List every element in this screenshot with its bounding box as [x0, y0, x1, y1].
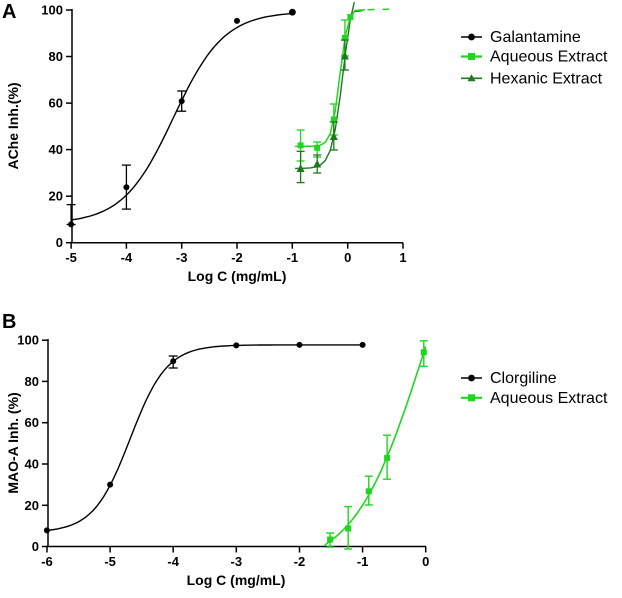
svg-text:60: 60 [49, 96, 63, 111]
svg-text:-6: -6 [41, 554, 53, 569]
svg-text:Aqueous Extract: Aqueous Extract [490, 390, 608, 407]
svg-text:A: A [2, 1, 16, 23]
svg-text:100: 100 [41, 3, 63, 18]
svg-text:1: 1 [399, 250, 406, 265]
svg-text:20: 20 [49, 189, 63, 204]
svg-text:0: 0 [32, 539, 39, 554]
svg-text:-3: -3 [176, 250, 188, 265]
svg-text:B: B [2, 311, 16, 333]
svg-text:-3: -3 [231, 554, 243, 569]
svg-text:-2: -2 [294, 554, 306, 569]
svg-text:0: 0 [56, 235, 63, 250]
svg-text:Clorgiline: Clorgiline [490, 370, 557, 387]
svg-text:Aqueous Extract: Aqueous Extract [490, 49, 608, 66]
svg-text:AChe Inh.(%): AChe Inh.(%) [5, 82, 21, 169]
svg-text:-2: -2 [231, 250, 243, 265]
svg-text:-4: -4 [167, 554, 179, 569]
svg-text:0: 0 [422, 554, 429, 569]
svg-text:60: 60 [25, 415, 39, 430]
svg-text:Log C (mg/mL): Log C (mg/mL) [188, 268, 287, 284]
svg-text:20: 20 [25, 498, 39, 513]
svg-text:-5: -5 [104, 554, 116, 569]
svg-text:40: 40 [25, 457, 39, 472]
svg-text:-1: -1 [357, 554, 369, 569]
svg-text:0: 0 [344, 250, 351, 265]
svg-text:-5: -5 [65, 250, 77, 265]
svg-text:80: 80 [25, 374, 39, 389]
svg-text:MAO-A Inh. (%): MAO-A Inh. (%) [5, 392, 21, 493]
svg-text:-1: -1 [287, 250, 299, 265]
svg-text:100: 100 [17, 333, 39, 348]
svg-text:Hexanic Extract: Hexanic Extract [490, 70, 603, 87]
svg-text:-4: -4 [121, 250, 133, 265]
svg-text:Galantamine: Galantamine [490, 29, 581, 46]
svg-text:80: 80 [49, 49, 63, 64]
svg-text:40: 40 [49, 142, 63, 157]
svg-text:Log C (mg/mL): Log C (mg/mL) [187, 572, 286, 588]
